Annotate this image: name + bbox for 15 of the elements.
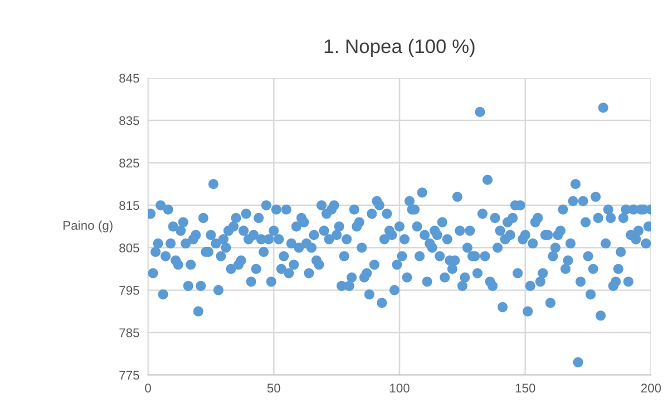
y-tick-label: 845 [119, 74, 140, 83]
y-tick-label: 795 [119, 286, 140, 295]
x-tick-label: 100 [390, 384, 410, 393]
x-tick-label: 200 [641, 384, 661, 393]
x-tick-label: 0 [145, 384, 151, 393]
y-tick-label: 835 [119, 116, 140, 126]
y-tick-label: 785 [119, 328, 140, 338]
y-axis-title: Paino (g) [64, 220, 112, 232]
y-tick-label: 815 [119, 201, 140, 210]
x-tick-label: 150 [516, 384, 536, 393]
y-tick-label: 805 [119, 244, 140, 252]
y-tick-label: 825 [119, 158, 140, 168]
y-tick-label: 775 [119, 370, 140, 380]
chart-title: 1. Nopea (100 %) [324, 38, 474, 58]
x-tick-label: 50 [267, 384, 280, 393]
